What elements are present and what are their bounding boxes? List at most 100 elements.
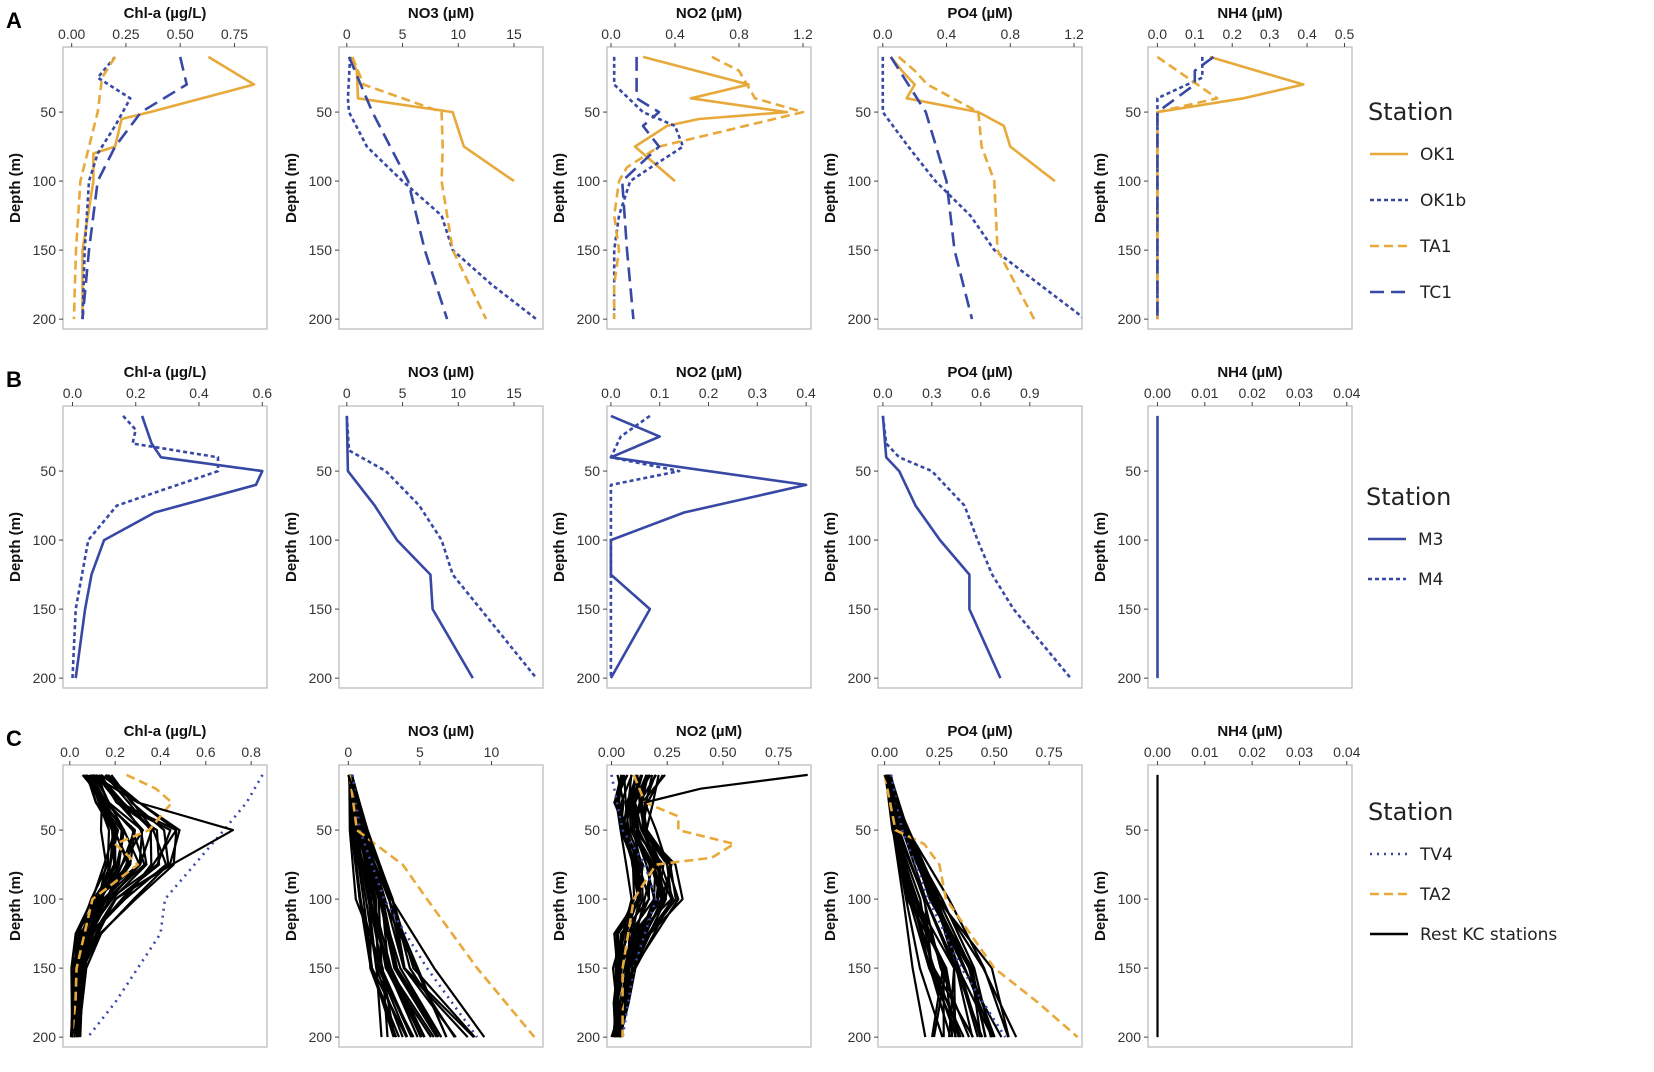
series-line-rest-kc-stations — [73, 773, 235, 1038]
x-tick-label: 0.50 — [981, 744, 1008, 760]
x-tick-label: 10 — [450, 385, 466, 401]
chart-C-chla: Chl-a (µg/L) 0.0 0.2 0.4 0.6 0.8 50 100 150 200 De… — [7, 723, 268, 1048]
chart-A-no2: NO2 (µM) 0.0 0.4 0.8 1.2 50 100 150 200 Depth (m) — [551, 5, 813, 330]
legend-label: Rest KC stations — [1420, 925, 1557, 945]
x-tick-label: 0.4 — [665, 26, 685, 42]
x-tick-label: 0.0 — [873, 26, 893, 42]
x-tick-label: 0.03 — [1286, 385, 1313, 401]
y-axis-title: Depth (m) — [283, 871, 300, 941]
chart-title: Chl-a (µg/L) — [124, 723, 207, 740]
x-tick-label: 0.2 — [1222, 26, 1242, 42]
legend-title: Station — [1368, 798, 1453, 826]
chart-title: NH4 (µM) — [1217, 5, 1282, 22]
chart-title: NO2 (µM) — [676, 5, 742, 22]
x-tick-label: 0.9 — [1020, 385, 1040, 401]
chart-C-no3: NO3 (µM) 0 5 10 50 100 150 200 Depth (m) — [283, 723, 544, 1048]
x-tick-label: 0.25 — [112, 26, 139, 42]
y-tick-label: 200 — [848, 670, 872, 686]
series-line-tc1 — [1156, 55, 1215, 320]
y-tick-label: 150 — [33, 960, 57, 976]
legend-a: Station OK1 OK1b TA1 TC1 — [1368, 98, 1466, 303]
chart-title: PO4 (µM) — [947, 723, 1012, 740]
plot-area — [346, 56, 538, 321]
y-axis-title: Depth (m) — [283, 512, 300, 582]
y-tick-label: 200 — [309, 311, 333, 327]
series-line-tv4 — [610, 774, 658, 1038]
y-tick-label: 200 — [1118, 670, 1142, 686]
y-tick-label: 50 — [1125, 104, 1141, 120]
x-tick-label: 10 — [450, 26, 466, 42]
plot-area — [1156, 55, 1305, 320]
series-line-m4 — [71, 415, 220, 679]
x-tick-label: 0.0 — [1148, 26, 1168, 42]
row-letter: C — [6, 726, 22, 751]
x-tick-label: 0.2 — [699, 385, 719, 401]
y-tick-label: 100 — [848, 173, 872, 189]
series-line-ta1 — [897, 55, 1036, 320]
series-line-tc1 — [889, 56, 974, 320]
series-line-m4 — [345, 415, 538, 679]
x-tick-label: 0.50 — [709, 744, 736, 760]
plot-area — [69, 773, 264, 1038]
rest-station-line — [70, 774, 116, 1038]
rest-station-line — [350, 774, 448, 1038]
legend-b: Station M3 M4 — [1366, 483, 1451, 590]
chart-A-no3: NO3 (µM) 0 5 10 15 50 100 150 200 Depth (m) — [283, 5, 544, 330]
rest-station-line — [617, 774, 673, 1038]
x-tick-label: 0.25 — [654, 744, 681, 760]
rest-station-line — [888, 774, 994, 1038]
y-tick-label: 150 — [577, 960, 601, 976]
chart-B-nh4: NH4 (µM) 0.00 0.01 0.02 0.03 0.04 50 100 150 200 D… — [1092, 364, 1361, 689]
chart-A-nh4: NH4 (µM) 0.0 0.1 0.2 0.3 0.4 0.5 50 100 150 200 Dep… — [1092, 5, 1354, 330]
chart-title: Chl-a (µg/L) — [124, 364, 207, 381]
series-line-ok1 — [889, 56, 1056, 183]
x-tick-label: 0 — [343, 26, 351, 42]
x-tick-label: 5 — [399, 26, 407, 42]
plot-frame — [606, 405, 812, 689]
x-tick-label: 15 — [506, 385, 522, 401]
y-tick-label: 100 — [309, 891, 333, 907]
y-axis-title: Depth (m) — [551, 512, 568, 582]
series-line-ta1 — [612, 55, 805, 320]
y-tick-label: 150 — [33, 601, 57, 617]
x-tick-label: 0.8 — [241, 744, 261, 760]
series-line-rest-kc-stations — [347, 774, 486, 1038]
legend-title: Station — [1366, 483, 1451, 511]
x-tick-label: 0.0 — [601, 26, 621, 42]
y-tick-label: 150 — [309, 960, 333, 976]
legend-label: TA1 — [1419, 237, 1452, 257]
x-tick-label: 5 — [399, 385, 407, 401]
y-tick-label: 50 — [40, 463, 56, 479]
chart-C-no2: NO2 (µM) 0.00 0.25 0.50 0.75 50 100 150 200 Depth… — [551, 723, 812, 1048]
plot-frame — [1147, 764, 1353, 1048]
chart-title: PO4 (µM) — [947, 5, 1012, 22]
x-tick-label: 15 — [506, 26, 522, 42]
x-tick-label: 5 — [416, 744, 424, 760]
x-tick-label: 0.00 — [1144, 385, 1171, 401]
charts-layer: Chl-a (µg/L)0.00 0.25 0.50 0.7550100150200D… — [6, 5, 1361, 1048]
chart-title: NH4 (µM) — [1217, 364, 1282, 381]
y-tick-label: 200 — [309, 670, 333, 686]
legend-label: OK1 — [1420, 145, 1455, 165]
chart-title: NH4 (µM) — [1217, 723, 1282, 740]
x-tick-label: 0.8 — [729, 26, 749, 42]
y-tick-label: 100 — [309, 532, 333, 548]
x-tick-label: 0.6 — [196, 744, 216, 760]
x-tick-label: 0.75 — [1035, 744, 1062, 760]
chart-title: PO4 (µM) — [947, 364, 1012, 381]
rest-station-line — [613, 774, 639, 1038]
plot-area — [881, 55, 1082, 320]
chart-B-po4: PO4 (µM) 0.0 0.3 0.6 0.9 50 100 150 200 Depth (m) — [822, 364, 1083, 689]
x-tick-label: 0.04 — [1333, 385, 1360, 401]
plot-area — [883, 774, 1079, 1039]
series-line-rest-kc-stations — [610, 773, 808, 1038]
x-tick-label: 0.0 — [873, 385, 893, 401]
y-axis-title: Depth (m) — [7, 153, 24, 223]
y-tick-label: 200 — [848, 311, 872, 327]
x-tick-label: 10 — [484, 744, 500, 760]
y-tick-label: 200 — [309, 1029, 333, 1045]
rest-station-line — [618, 774, 657, 1038]
chart-title: NO2 (µM) — [676, 723, 742, 740]
series-line-m3 — [74, 415, 264, 679]
chart-title: Chl-a (µg/L) — [124, 5, 207, 22]
